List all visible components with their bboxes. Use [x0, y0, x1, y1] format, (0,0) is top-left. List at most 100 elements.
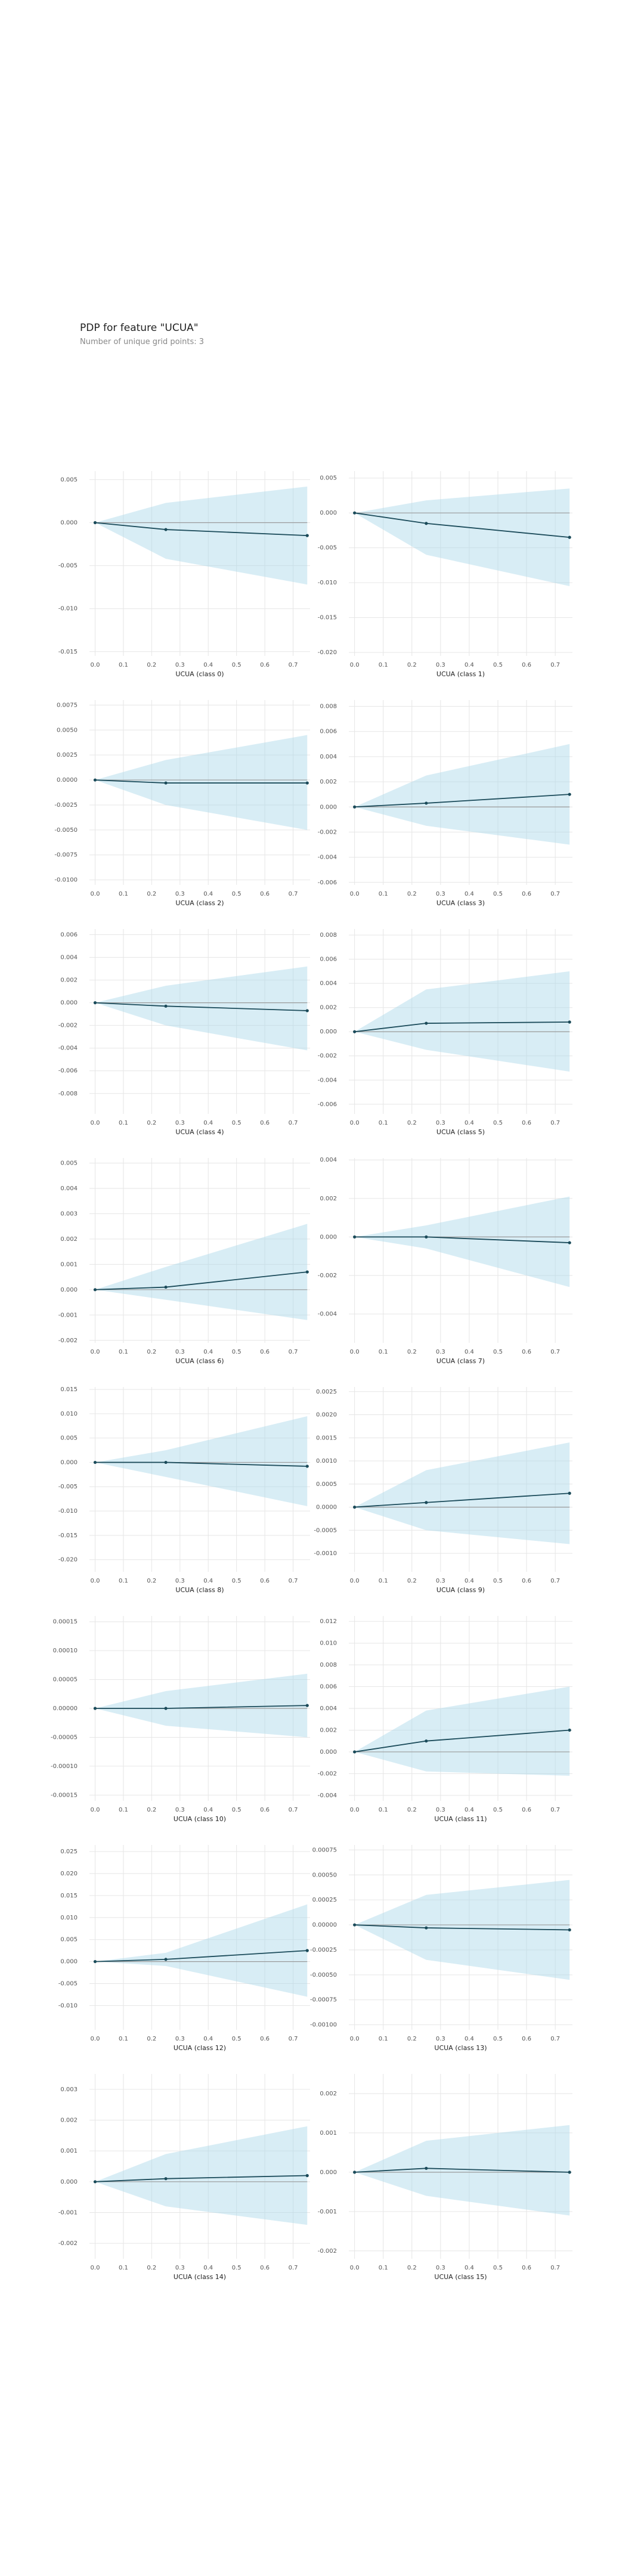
y-tick-label: 0.0025	[57, 752, 78, 758]
x-tick-label: 0.3	[436, 1807, 445, 1813]
y-tick-label: -0.004	[318, 1077, 337, 1083]
x-axis-label: UCUA (class 14)	[174, 2273, 226, 2281]
y-tick-label: -0.015	[318, 615, 337, 621]
pdp-point	[568, 1020, 571, 1024]
y-tick-label: -0.005	[318, 545, 337, 552]
x-tick-label: 0.2	[147, 1349, 156, 1355]
confidence-band	[95, 1673, 308, 1738]
y-tick-label: 0.0050	[57, 727, 78, 733]
y-tick-label: -0.015	[58, 1532, 78, 1539]
x-tick-label: 0.7	[550, 2265, 560, 2271]
x-tick-label: 0.3	[436, 1120, 445, 1126]
x-tick-label: 0.1	[379, 1349, 388, 1355]
x-tick-label: 0.1	[379, 1807, 388, 1813]
x-tick-label: 0.6	[522, 1120, 531, 1126]
y-tick-label: -0.020	[318, 649, 337, 656]
x-tick-label: 0.7	[550, 662, 560, 668]
y-tick-label: 0.000	[60, 1287, 78, 1293]
y-tick-label: 0.001	[60, 1261, 78, 1268]
y-tick-label: -0.00025	[310, 1947, 337, 1953]
y-tick-label: 0.008	[320, 932, 337, 939]
x-axis-label: UCUA (class 10)	[174, 1815, 226, 1823]
y-tick-label: -0.00015	[51, 1792, 78, 1798]
x-axis-label: UCUA (class 5)	[436, 1128, 485, 1136]
y-tick-label: 0.005	[60, 1435, 78, 1442]
confidence-band	[354, 1196, 570, 1287]
x-tick-label: 0.7	[289, 1349, 298, 1355]
x-tick-label: 0.5	[232, 1120, 242, 1126]
x-tick-label: 0.3	[436, 2265, 445, 2271]
pdp-point	[425, 1235, 428, 1239]
y-tick-label: -0.005	[58, 563, 78, 569]
y-tick-label: -0.002	[318, 2248, 337, 2255]
pdp-point	[568, 1928, 571, 1932]
x-axis-label: UCUA (class 1)	[436, 670, 485, 678]
x-tick-label: 0.0	[91, 1349, 100, 1355]
x-tick-label: 0.1	[119, 1578, 128, 1584]
x-tick-label: 0.0	[350, 1807, 360, 1813]
y-tick-label: 0.006	[320, 956, 337, 963]
x-tick-label: 0.1	[119, 662, 128, 668]
x-tick-label: 0.1	[119, 891, 128, 897]
y-tick-label: -0.0010	[314, 1550, 337, 1557]
y-tick-label: 0.0005	[316, 1481, 337, 1488]
y-tick-label: -0.00005	[51, 1734, 78, 1741]
x-tick-label: 0.4	[203, 2265, 213, 2271]
x-tick-label: 0.5	[232, 2265, 242, 2271]
subplot-class-12: 0.0 0.1 0.2 0.3 0.4 0.5 0.6 0.7 0.025 0.020 0.015 0…	[58, 1845, 310, 2052]
x-tick-label: 0.7	[289, 891, 298, 897]
pdp-point	[164, 528, 168, 531]
y-tick-label: 0.004	[320, 1157, 337, 1163]
pdp-point	[93, 1001, 97, 1005]
x-tick-label: 0.0	[350, 2036, 360, 2042]
x-axis-label: UCUA (class 9)	[436, 1586, 485, 1594]
x-tick-label: 0.6	[260, 2036, 270, 2042]
subplot-class-5: 0.0 0.1 0.2 0.3 0.4 0.5 0.6 0.7 0.008 0.006 0.004 0…	[318, 929, 572, 1136]
y-tick-label: 0.0015	[316, 1435, 337, 1441]
pdp-point	[164, 1460, 168, 1465]
pdp-point	[353, 1030, 357, 1033]
pdp-point	[93, 1460, 97, 1465]
y-tick-label: -0.002	[58, 1337, 78, 1344]
subplot-class-9: 0.0 0.1 0.2 0.3 0.4 0.5 0.6 0.7 0.0025 0.0020 0.00…	[314, 1387, 572, 1594]
chart-header: PDP for feature "UCUA" Number of unique …	[80, 322, 204, 346]
pdp-point	[305, 1949, 309, 1952]
x-axis-label: UCUA (class 6)	[175, 1357, 224, 1365]
y-tick-label: -0.010	[318, 580, 337, 586]
y-tick-label: -0.0050	[54, 827, 78, 834]
y-tick-label: -0.004	[58, 1045, 78, 1052]
x-tick-label: 0.2	[147, 1578, 156, 1584]
x-tick-label: 0.5	[493, 662, 503, 668]
x-tick-label: 0.1	[379, 891, 388, 897]
confidence-band	[354, 971, 570, 1072]
x-tick-label: 0.0	[350, 1578, 360, 1584]
x-tick-label: 0.1	[379, 1120, 388, 1126]
pdp-point	[305, 1270, 309, 1274]
page-subtitle: Number of unique grid points: 3	[80, 338, 205, 346]
y-tick-label: 0.00005	[53, 1677, 78, 1683]
x-tick-label: 0.0	[91, 1807, 100, 1813]
pdp-point	[568, 792, 571, 796]
pdp-point	[164, 2177, 168, 2181]
pdp-point	[568, 1491, 571, 1495]
y-tick-label: -0.001	[58, 2210, 78, 2216]
pdp-point	[93, 1707, 97, 1710]
y-tick-label: -0.00100	[310, 2022, 337, 2029]
y-tick-label: -0.005	[58, 1484, 78, 1490]
confidence-band	[354, 1880, 570, 1980]
x-tick-label: 0.7	[550, 891, 560, 897]
x-axis-label: UCUA (class 7)	[436, 1357, 485, 1365]
y-tick-label: 0.00015	[53, 1619, 78, 1626]
x-tick-label: 0.7	[550, 1578, 560, 1584]
x-tick-label: 0.4	[465, 2265, 474, 2271]
y-tick-label: -0.006	[318, 1101, 337, 1108]
pdp-point	[164, 1707, 168, 1710]
pdp-point	[164, 781, 168, 785]
x-tick-label: 0.6	[522, 2036, 531, 2042]
y-tick-label: 0.0000	[316, 1504, 337, 1511]
y-tick-label: 0.002	[60, 977, 78, 984]
x-axis-label: UCUA (class 4)	[175, 1128, 224, 1136]
x-axis-label: UCUA (class 8)	[175, 1586, 224, 1594]
subplot-class-11: 0.0 0.1 0.2 0.3 0.4 0.5 0.6 0.7 0.012 0.010 0.008 0…	[318, 1616, 572, 1823]
